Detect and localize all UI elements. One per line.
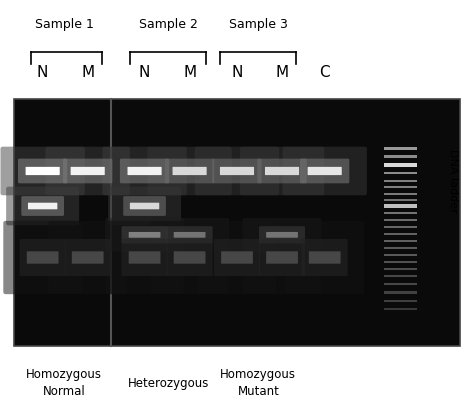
FancyBboxPatch shape — [0, 147, 85, 195]
FancyBboxPatch shape — [105, 221, 184, 294]
FancyBboxPatch shape — [265, 167, 299, 175]
Bar — [384, 240, 417, 242]
Bar — [384, 283, 417, 285]
FancyBboxPatch shape — [48, 221, 127, 294]
FancyBboxPatch shape — [108, 187, 181, 225]
FancyBboxPatch shape — [19, 239, 65, 276]
FancyBboxPatch shape — [3, 221, 82, 294]
FancyBboxPatch shape — [147, 147, 232, 195]
FancyBboxPatch shape — [102, 147, 187, 195]
FancyBboxPatch shape — [167, 239, 212, 276]
FancyBboxPatch shape — [266, 232, 298, 238]
FancyBboxPatch shape — [174, 251, 206, 264]
FancyBboxPatch shape — [221, 251, 253, 264]
Bar — [384, 219, 417, 222]
FancyBboxPatch shape — [259, 239, 305, 276]
FancyBboxPatch shape — [198, 221, 276, 294]
Bar — [384, 227, 417, 228]
Bar — [384, 233, 417, 235]
FancyBboxPatch shape — [266, 251, 298, 264]
FancyBboxPatch shape — [214, 239, 260, 276]
FancyBboxPatch shape — [63, 159, 112, 183]
FancyBboxPatch shape — [21, 196, 64, 216]
FancyBboxPatch shape — [105, 218, 184, 252]
FancyBboxPatch shape — [128, 232, 160, 238]
FancyBboxPatch shape — [64, 239, 110, 276]
Bar — [384, 192, 417, 194]
Text: Heterozygous: Heterozygous — [128, 377, 209, 390]
Bar — [384, 292, 417, 294]
Text: M: M — [81, 65, 94, 80]
Bar — [384, 268, 417, 270]
Bar — [384, 186, 417, 188]
Bar — [384, 204, 417, 208]
FancyBboxPatch shape — [28, 203, 57, 209]
FancyBboxPatch shape — [285, 221, 364, 294]
Bar — [384, 275, 417, 277]
Text: M: M — [183, 65, 196, 80]
Text: DNA ladder: DNA ladder — [447, 150, 458, 213]
Bar — [14, 99, 460, 346]
FancyBboxPatch shape — [6, 187, 79, 225]
FancyBboxPatch shape — [165, 159, 214, 183]
FancyBboxPatch shape — [120, 159, 169, 183]
Text: M: M — [275, 65, 289, 80]
FancyBboxPatch shape — [121, 239, 168, 276]
FancyBboxPatch shape — [283, 147, 367, 195]
FancyBboxPatch shape — [128, 251, 160, 264]
Bar — [384, 163, 417, 167]
FancyBboxPatch shape — [18, 159, 67, 183]
FancyBboxPatch shape — [174, 232, 206, 238]
FancyBboxPatch shape — [173, 167, 207, 175]
FancyBboxPatch shape — [26, 167, 60, 175]
FancyBboxPatch shape — [308, 167, 342, 175]
FancyBboxPatch shape — [71, 167, 105, 175]
FancyBboxPatch shape — [150, 218, 229, 252]
Bar — [384, 247, 417, 249]
FancyBboxPatch shape — [27, 251, 59, 264]
FancyBboxPatch shape — [259, 226, 305, 243]
FancyBboxPatch shape — [167, 226, 212, 243]
FancyBboxPatch shape — [220, 167, 254, 175]
Bar — [384, 199, 417, 201]
Bar — [384, 147, 417, 150]
Bar — [384, 180, 417, 182]
Text: Homozygous
Normal: Homozygous Normal — [26, 368, 102, 398]
Text: Sample 3: Sample 3 — [229, 18, 288, 31]
Bar — [384, 213, 417, 214]
Bar — [384, 300, 417, 302]
FancyBboxPatch shape — [257, 159, 307, 183]
Text: N: N — [37, 65, 48, 80]
Text: Homozygous
Mutant: Homozygous Mutant — [220, 368, 296, 398]
Text: Sample 2: Sample 2 — [139, 18, 198, 31]
Text: Sample 1: Sample 1 — [35, 18, 93, 31]
FancyBboxPatch shape — [195, 147, 279, 195]
Text: N: N — [231, 65, 243, 80]
FancyBboxPatch shape — [46, 147, 130, 195]
Text: N: N — [139, 65, 150, 80]
FancyBboxPatch shape — [121, 226, 168, 243]
Bar — [384, 172, 417, 174]
Bar — [384, 253, 417, 255]
FancyBboxPatch shape — [72, 251, 103, 264]
FancyBboxPatch shape — [243, 218, 321, 252]
FancyBboxPatch shape — [128, 167, 162, 175]
FancyBboxPatch shape — [300, 159, 349, 183]
Bar — [384, 155, 417, 158]
Bar — [384, 308, 417, 310]
FancyBboxPatch shape — [309, 251, 341, 264]
FancyBboxPatch shape — [240, 147, 324, 195]
FancyBboxPatch shape — [150, 221, 229, 294]
FancyBboxPatch shape — [123, 196, 166, 216]
Bar — [384, 261, 417, 263]
FancyBboxPatch shape — [130, 203, 159, 209]
FancyBboxPatch shape — [243, 221, 321, 294]
FancyBboxPatch shape — [301, 239, 348, 276]
Text: C: C — [319, 65, 330, 80]
FancyBboxPatch shape — [212, 159, 262, 183]
